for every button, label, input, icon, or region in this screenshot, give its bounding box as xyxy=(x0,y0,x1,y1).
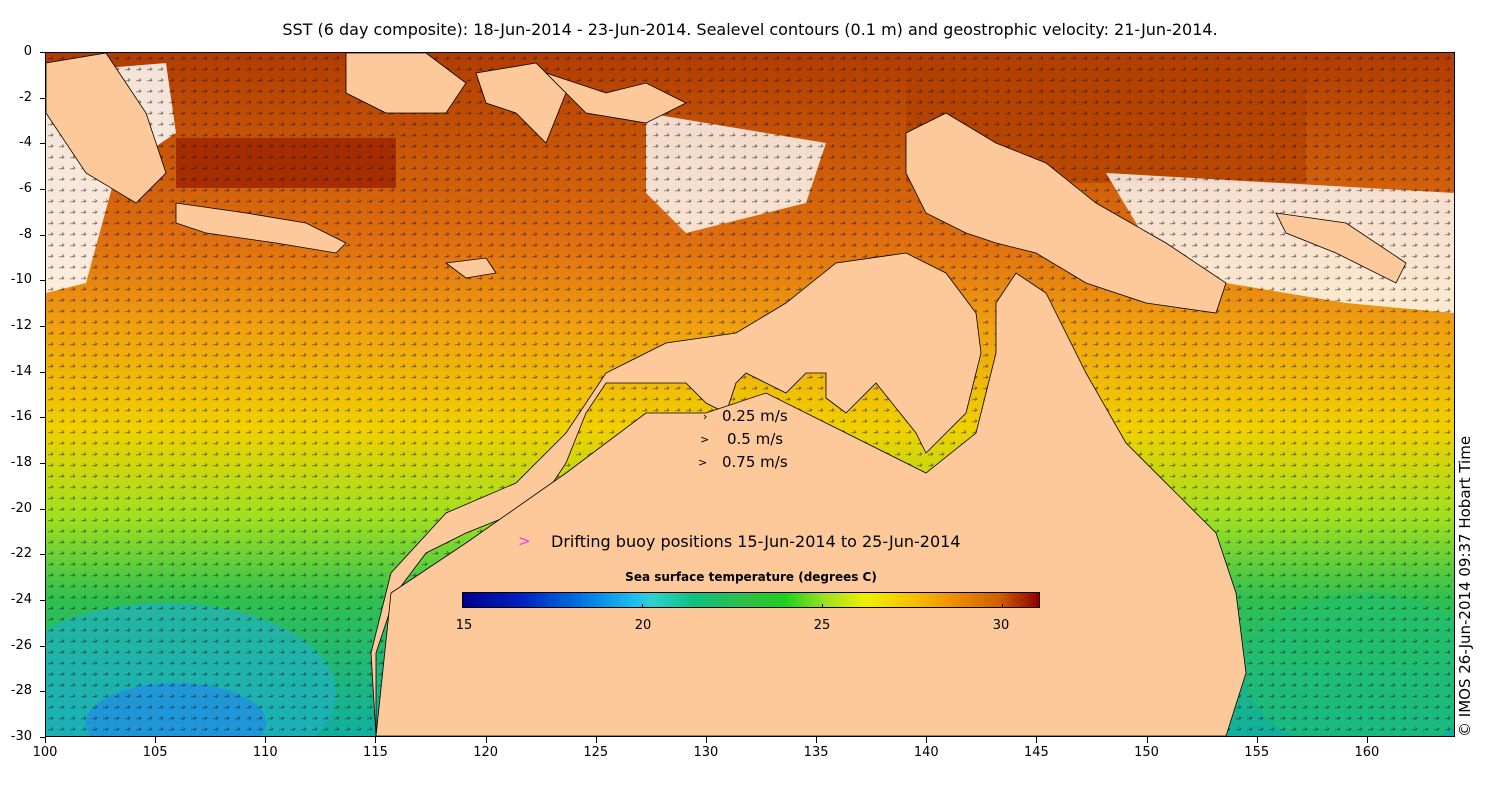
buoy-marker-icon: > xyxy=(518,532,531,550)
y-tick-label: -14 xyxy=(10,363,32,379)
y-tick-label: -22 xyxy=(10,546,32,562)
y-tick-mark xyxy=(40,371,46,373)
colorbar-tick: 15 xyxy=(455,618,473,633)
x-tick-label: 150 xyxy=(1134,745,1159,760)
velocity-arrow-icon: > xyxy=(700,433,710,446)
land-north-australia xyxy=(370,252,982,736)
velocity-arrow-icon: › xyxy=(703,410,708,423)
y-tick-label: -24 xyxy=(10,592,32,607)
sst-map-canvas xyxy=(46,53,1454,736)
y-tick-mark xyxy=(40,463,46,464)
x-tick-mark xyxy=(155,737,157,743)
land-timor xyxy=(444,257,497,279)
y-tick-mark xyxy=(40,554,46,556)
colorbar-tick: 30 xyxy=(992,618,1010,633)
y-tick-mark xyxy=(40,691,46,693)
y-tick-label: -6 xyxy=(19,181,32,196)
colorbar-tick: 20 xyxy=(634,618,652,633)
y-tick-label: -16 xyxy=(10,409,32,425)
x-tick-label: 115 xyxy=(363,745,388,760)
y-tick-mark xyxy=(40,52,46,53)
land-borneo xyxy=(345,53,467,114)
x-tick-label: 155 xyxy=(1244,745,1270,760)
velocity-legend-label: 0.5 m/s xyxy=(727,430,784,448)
y-tick-mark xyxy=(40,189,46,190)
y-tick-mark xyxy=(40,234,46,236)
y-tick-mark xyxy=(40,600,46,601)
x-tick-mark xyxy=(1256,737,1258,743)
y-tick-mark xyxy=(40,508,46,510)
x-tick-label: 160 xyxy=(1354,745,1380,760)
land-sulawesi xyxy=(475,62,567,144)
land-java xyxy=(175,202,347,254)
x-tick-label: 135 xyxy=(803,745,829,760)
y-tick-label: -30 xyxy=(10,729,32,744)
x-tick-label: 130 xyxy=(693,745,719,760)
x-tick-mark xyxy=(375,737,377,743)
colorbar-title: Sea surface temperature (degrees C) xyxy=(625,570,877,584)
y-tick-mark xyxy=(40,97,46,99)
y-tick-label: -4 xyxy=(19,135,32,151)
x-tick-label: 100 xyxy=(32,745,58,760)
x-tick-mark xyxy=(485,737,487,743)
y-tick-label: -2 xyxy=(19,89,32,105)
y-tick-label: -20 xyxy=(10,500,32,516)
velocity-legend-label: 0.75 m/s xyxy=(722,453,788,471)
credit-label: © IMOS 26-Jun-2014 09:37 Hobart Time xyxy=(1456,435,1474,737)
buoy-legend-label: Drifting buoy positions 15-Jun-2014 to 2… xyxy=(551,532,961,551)
x-tick-label: 145 xyxy=(1023,745,1049,760)
y-tick-label: -12 xyxy=(10,318,32,333)
y-tick-mark xyxy=(40,326,46,327)
x-tick-mark xyxy=(926,737,928,743)
sst-map[interactable] xyxy=(45,52,1455,737)
x-tick-label: 105 xyxy=(142,745,168,760)
x-tick-mark xyxy=(595,737,597,743)
velocity-arrow-icon: > xyxy=(698,456,708,469)
land-sumatra xyxy=(46,53,167,204)
y-tick-mark xyxy=(40,280,46,282)
y-tick-label: -28 xyxy=(10,683,32,699)
land-halmahera xyxy=(545,72,687,124)
x-tick-mark xyxy=(1146,737,1148,743)
x-tick-mark xyxy=(1036,737,1038,743)
x-tick-mark xyxy=(816,737,818,743)
colorbar-tick: 25 xyxy=(813,618,831,633)
y-tick-label: -8 xyxy=(19,226,32,242)
y-tick-label: 0 xyxy=(23,44,32,59)
y-tick-mark xyxy=(40,737,46,738)
x-tick-mark xyxy=(705,737,707,743)
x-tick-mark xyxy=(45,737,46,743)
y-tick-mark xyxy=(40,645,46,647)
land-new-guinea xyxy=(905,112,1227,314)
x-tick-mark xyxy=(265,737,267,743)
land-solomon-islands xyxy=(1275,212,1407,284)
y-tick-label: -18 xyxy=(10,455,32,470)
y-tick-mark xyxy=(40,143,46,145)
y-tick-label: -10 xyxy=(10,272,32,288)
sst-colorbar xyxy=(462,592,1040,608)
land-australia xyxy=(375,272,1247,736)
x-tick-label: 125 xyxy=(583,745,609,760)
x-tick-mark xyxy=(1366,737,1368,743)
x-tick-label: 140 xyxy=(913,745,939,760)
x-tick-label: 120 xyxy=(473,745,499,760)
y-tick-mark xyxy=(40,417,46,419)
velocity-legend-label: 0.25 m/s xyxy=(722,407,788,425)
x-tick-label: 110 xyxy=(252,745,278,760)
y-tick-label: -26 xyxy=(10,637,32,653)
map-title: SST (6 day composite): 18-Jun-2014 - 23-… xyxy=(282,20,1218,39)
